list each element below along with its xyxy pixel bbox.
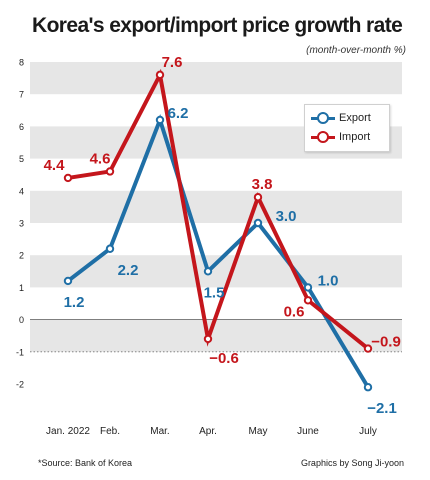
x-tick-label: Feb. — [100, 426, 120, 437]
data-label-export: 2.2 — [118, 262, 139, 279]
y-tick-label: 2 — [19, 251, 24, 261]
y-tick-label: 1 — [19, 283, 24, 293]
grid-band — [30, 319, 402, 352]
data-label-export: 1.2 — [64, 294, 85, 311]
chart-legend: Export Import — [304, 104, 390, 152]
data-label-import: 4.6 — [90, 150, 111, 167]
data-point-export — [203, 267, 213, 276]
data-point-export — [63, 276, 73, 286]
y-tick-label: 4 — [19, 186, 24, 196]
chart-title: Korea's export/import price growth rate — [32, 14, 403, 37]
legend-import-marker — [311, 129, 335, 145]
legend-export-label: Export — [339, 112, 371, 124]
source-note: *Source: Bank of Korea — [38, 458, 133, 468]
legend-item-export: Export — [311, 110, 371, 126]
data-point-import — [155, 70, 165, 80]
data-point-export — [303, 283, 313, 292]
data-label-export: 1.5 — [204, 284, 225, 301]
legend-export-marker — [311, 110, 335, 126]
data-label-import: 3.8 — [252, 176, 273, 193]
data-label-export: 1.0 — [318, 272, 339, 289]
graphics-credit: Graphics by Song Ji-yoon — [300, 458, 404, 468]
x-tick-label: Jan. 2022 — [46, 426, 90, 437]
y-tick-label: -1 — [16, 347, 24, 357]
y-tick-label: 7 — [19, 90, 24, 100]
x-tick-label: July — [359, 426, 377, 437]
data-label-import: −0.6 — [209, 350, 239, 367]
legend-import-label: Import — [339, 131, 371, 143]
y-tick-label: 6 — [19, 122, 24, 132]
x-tick-label: Mar. — [150, 426, 169, 437]
data-point-export — [155, 115, 165, 125]
x-tick-label: Apr. — [199, 426, 217, 437]
y-tick-label: 5 — [19, 154, 24, 164]
data-label-export: 6.2 — [168, 105, 189, 122]
y-tick-label: -2 — [16, 380, 24, 390]
data-point-export — [105, 244, 115, 253]
grid-band — [30, 255, 402, 288]
chart-subtitle: (month-over-month %) — [306, 45, 406, 56]
grid-band — [30, 62, 402, 95]
data-label-export: 3.0 — [276, 208, 297, 225]
legend-item-import: Import — [311, 129, 370, 145]
y-tick-label: 3 — [19, 219, 24, 229]
data-point-import — [63, 173, 73, 183]
data-point-import — [203, 334, 213, 344]
y-tick-label: 8 — [19, 58, 24, 68]
data-label-import: 4.4 — [44, 157, 66, 174]
data-point-import — [105, 167, 115, 176]
data-label-export: −2.1 — [367, 400, 397, 417]
data-label-import: 0.6 — [284, 303, 305, 320]
x-tick-label: June — [297, 426, 319, 437]
data-label-import: −0.9 — [371, 334, 401, 351]
data-label-import: 7.6 — [162, 54, 183, 71]
data-point-import — [363, 344, 373, 353]
data-point-import — [253, 193, 263, 202]
y-tick-label: 0 — [19, 315, 24, 325]
data-point-export — [363, 383, 373, 392]
x-tick-label: May — [249, 426, 268, 437]
data-point-export — [253, 218, 263, 228]
grid-band — [30, 190, 402, 223]
data-point-import — [303, 296, 313, 305]
